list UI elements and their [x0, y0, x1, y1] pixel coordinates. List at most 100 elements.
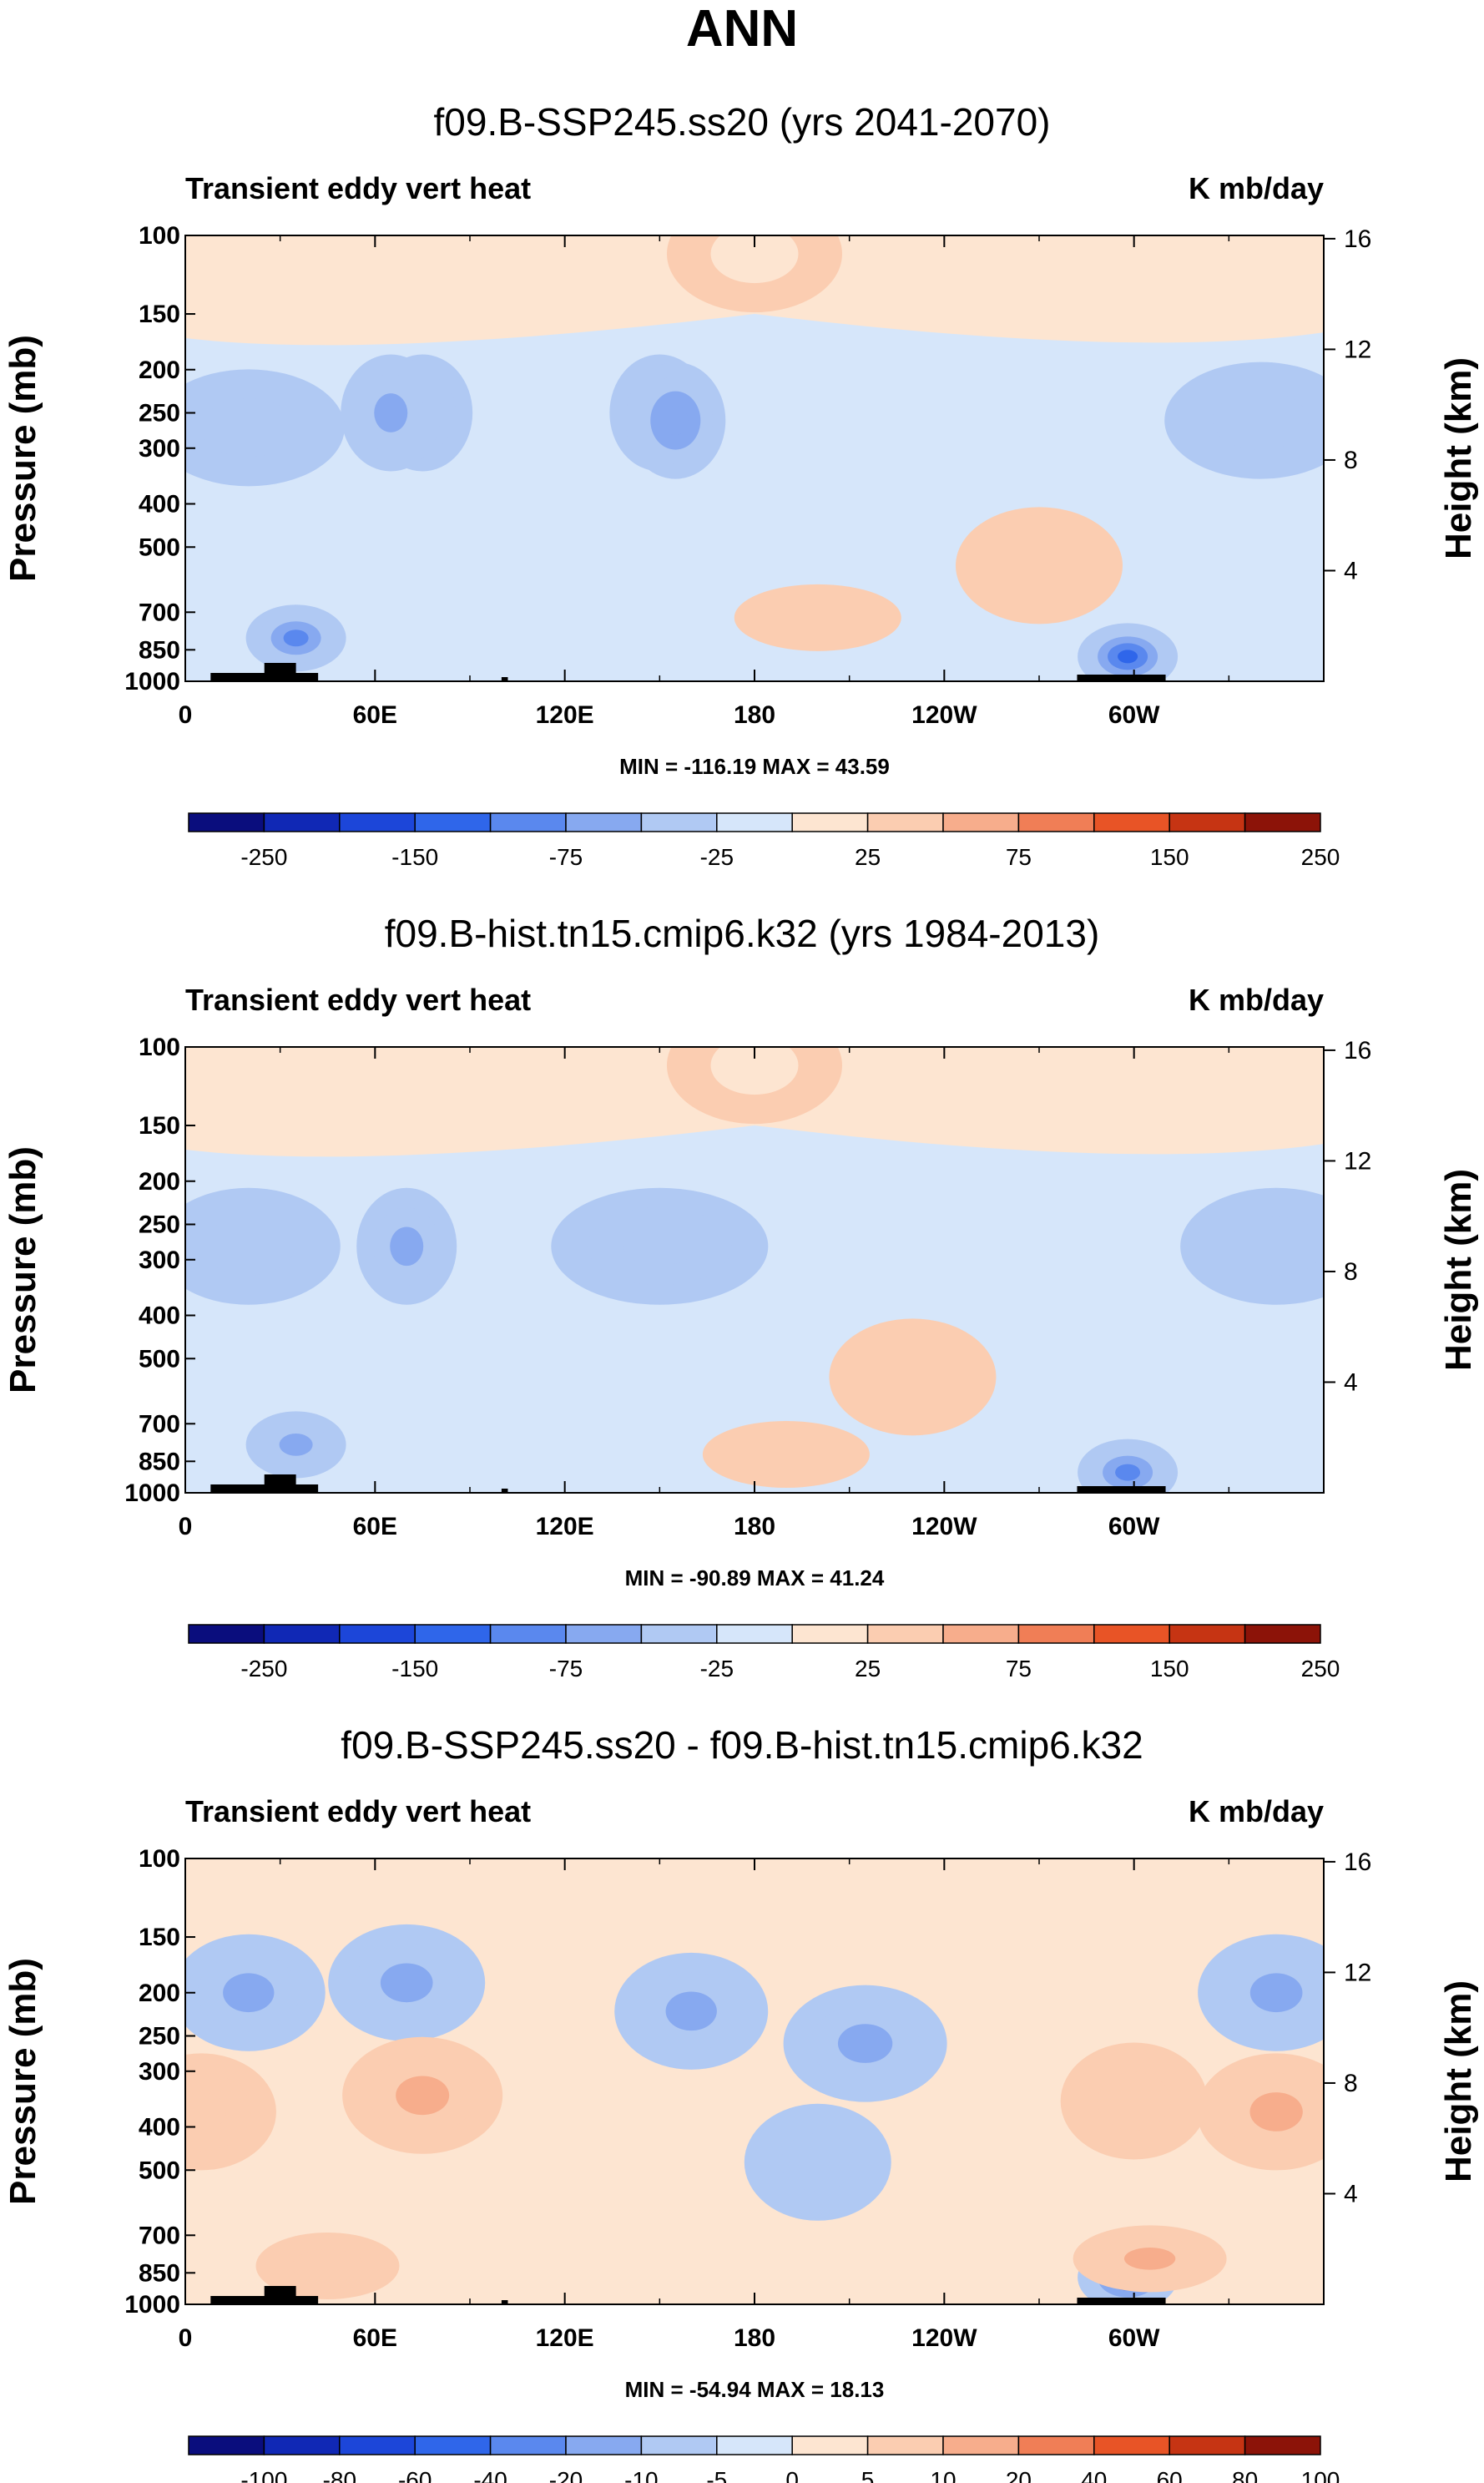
y2-tick-label: 12 [1344, 1959, 1371, 1986]
y-axis-label: Pressure (mb) [3, 1958, 43, 2205]
colorbar-box [188, 1624, 265, 1644]
colorbar-box [1093, 1624, 1170, 1644]
y2-tick-label: 16 [1344, 225, 1371, 253]
contour-blob [374, 393, 408, 432]
contour-blob [665, 1991, 717, 2031]
y2-tick-label: 16 [1344, 1037, 1371, 1065]
colorbar: -100 -80 -60 -40 -20 -10 -5 0 5 10 20 40 60 80 100 [188, 2435, 1340, 2483]
y-tick-label: 850 [139, 636, 180, 664]
contour-blob [1249, 1973, 1303, 2013]
colorbar-label: 250 [1301, 1656, 1340, 1681]
contour-blob [1115, 1464, 1141, 1481]
colorbar-box [263, 812, 341, 832]
contour-blob [223, 1973, 275, 2013]
colorbar-label: -10 [624, 2467, 658, 2483]
colorbar-box [791, 2435, 869, 2455]
colorbar-box [716, 2435, 793, 2455]
topography [210, 1474, 1166, 1493]
y2-tick-label: 12 [1344, 1147, 1371, 1175]
panel-hist: f09.B-hist.tn15.cmip6.k32 (yrs 1984-2013… [3, 912, 1479, 1681]
contour-field [185, 235, 1324, 681]
colorbar-label: 250 [1301, 844, 1340, 870]
colorbar-label: 0 [785, 2467, 799, 2483]
colorbar: -250 -150 -75 -25 25 75 150 250 [188, 812, 1340, 870]
colorbar-label: -150 [391, 1656, 438, 1681]
colorbar-box [942, 2435, 1020, 2455]
units-label: K mb/day [1189, 171, 1324, 205]
contour-blob [1212, 391, 1309, 450]
y-tick-label: 200 [139, 357, 180, 384]
contour-blob [1118, 650, 1138, 664]
colorbar-box [263, 1624, 341, 1644]
colorbar-box [565, 812, 643, 832]
contour-blob [1228, 1216, 1324, 1276]
y-tick-label: 850 [139, 1448, 180, 1475]
colorbar-box [414, 1624, 492, 1644]
y-axis-label: Pressure (mb) [3, 335, 43, 582]
contour-blob [663, 406, 689, 436]
colorbar-box [716, 812, 793, 832]
contour-blob [829, 1318, 997, 1436]
x-tick-label: 60W [1108, 701, 1160, 729]
colorbar-label: -250 [240, 1656, 287, 1681]
axes: 0 60E 120E 180 120W 60W 100 150 200 250 300 400 500 7… [124, 1845, 1371, 2352]
x-tick-label: 0 [179, 701, 193, 729]
colorbar-box [1093, 2435, 1170, 2455]
contour-field [185, 1047, 1324, 1493]
x-tick-label: 60W [1108, 2324, 1160, 2352]
colorbar-label: -150 [391, 844, 438, 870]
colorbar-box [1244, 812, 1321, 832]
x-tick-label: 0 [179, 1513, 193, 1540]
y-tick-label: 850 [139, 2259, 180, 2287]
colorbar-label: 80 [1232, 2467, 1258, 2483]
y-tick-label: 100 [139, 1845, 180, 1873]
x-tick-label: 120E [536, 701, 594, 729]
colorbar-box [565, 2435, 643, 2455]
y-tick-label: 100 [139, 222, 180, 250]
colorbar-box [565, 1624, 643, 1644]
panel-title: f09.B-hist.tn15.cmip6.k32 (yrs 1984-2013… [385, 912, 1100, 955]
colorbar-label: 20 [1006, 2467, 1032, 2483]
y-tick-label: 100 [139, 1034, 180, 1061]
contour-blob [1097, 2071, 1171, 2131]
units-label: K mb/day [1189, 983, 1324, 1017]
colorbar-box [716, 1624, 793, 1644]
contour-blob [291, 2248, 364, 2283]
colorbar-label: 75 [1006, 1656, 1032, 1681]
min-max-label: MIN = -90.89 MAX = 41.24 [625, 1565, 885, 1590]
colorbar-box [1169, 2435, 1246, 2455]
y2-tick-label: 12 [1344, 336, 1371, 363]
x-tick-label: 0 [179, 2324, 193, 2352]
y2-axis-label: Height (km) [1438, 357, 1479, 559]
y-tick-label: 700 [139, 2222, 180, 2249]
y-tick-label: 400 [139, 1302, 180, 1330]
y-tick-label: 200 [139, 1980, 180, 2007]
colorbar-box [489, 1624, 567, 1644]
topography [210, 2286, 1166, 2304]
colorbar-label: 100 [1301, 2467, 1340, 2483]
panel-title: f09.B-SSP245.ss20 (yrs 2041-2070) [434, 100, 1051, 144]
colorbar-label: 60 [1157, 2467, 1183, 2483]
y-tick-label: 300 [139, 1247, 180, 1274]
x-tick-label: 60E [353, 2324, 397, 2352]
colorbar-box [640, 812, 718, 832]
x-tick-label: 120W [911, 1513, 977, 1540]
y2-tick-label: 8 [1344, 2070, 1358, 2097]
contour-blob [396, 2076, 450, 2116]
colorbar-box [1244, 2435, 1321, 2455]
colorbar-box [866, 812, 944, 832]
colorbar-label: 5 [861, 2467, 875, 2483]
y-tick-label: 200 [139, 1168, 180, 1196]
colorbar-box [489, 2435, 567, 2455]
y2-tick-label: 8 [1344, 447, 1358, 474]
x-tick-label: 180 [734, 2324, 775, 2352]
contour-blob [283, 630, 309, 647]
colorbar-box [1244, 1624, 1321, 1644]
colorbar-box [1017, 2435, 1095, 2455]
colorbar-box [489, 812, 567, 832]
contour-plot [185, 235, 1324, 681]
colorbar-box [791, 812, 869, 832]
colorbar-box [942, 1624, 1020, 1644]
min-max-label: MIN = -116.19 MAX = 43.59 [619, 754, 890, 779]
contour-blob [702, 1420, 870, 1488]
